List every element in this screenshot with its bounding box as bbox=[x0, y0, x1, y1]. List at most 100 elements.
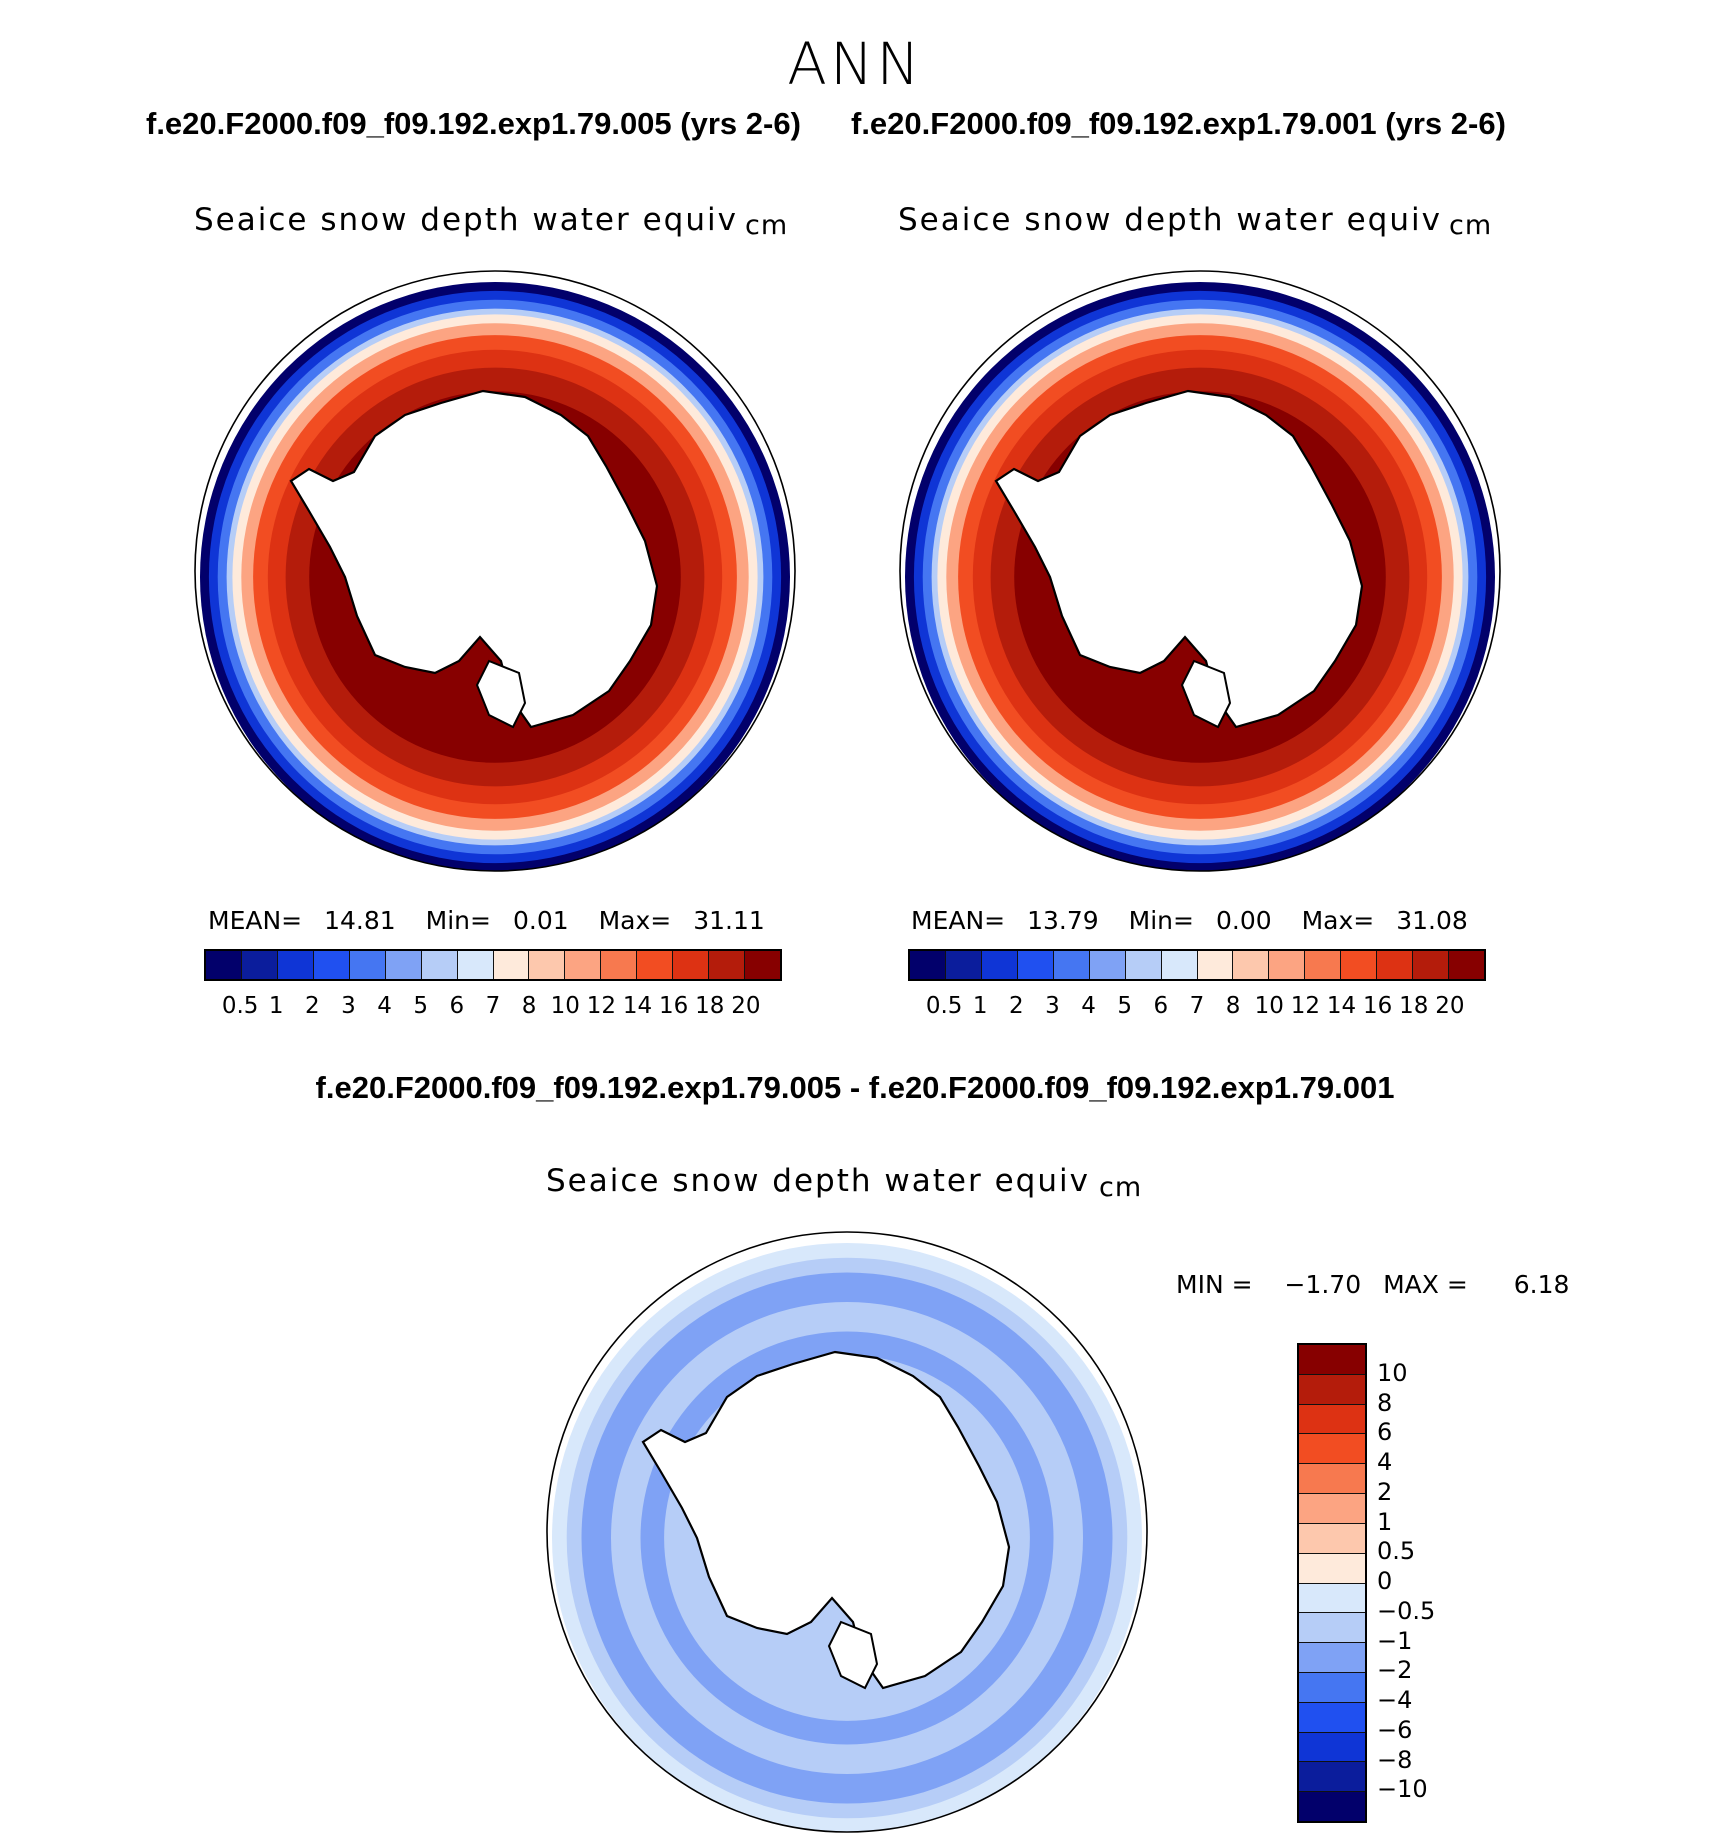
colorbar-swatch bbox=[1299, 1643, 1365, 1673]
map-border bbox=[899, 270, 1501, 872]
colorbar-swatch bbox=[1299, 1732, 1365, 1763]
panel1-max-label: Max= bbox=[598, 906, 672, 935]
colorbar-swatch bbox=[1161, 951, 1198, 979]
colorbar-swatch bbox=[1197, 951, 1234, 979]
panel3-colorbar: 10 8 6 4 2 1 0.5 0 −0.5 −1 −2 −4 −6 −8 −10 bbox=[1297, 1343, 1497, 1823]
colorbar-tick-label: 8 bbox=[521, 993, 537, 1019]
colorbar-swatch bbox=[1269, 951, 1306, 979]
panel2-title: Seaice snow depth water equiv bbox=[898, 202, 1442, 238]
panel3-polar-plot bbox=[546, 1231, 1148, 1833]
colorbar-swatch bbox=[1299, 1434, 1365, 1465]
panel1-max: 31.11 bbox=[693, 906, 765, 935]
colorbar-tick-label: 10 bbox=[1377, 1358, 1408, 1387]
panel2-max-label: Max= bbox=[1301, 906, 1375, 935]
colorbar-swatch bbox=[241, 951, 278, 979]
colorbar-tick-label: 5 bbox=[1117, 993, 1133, 1019]
panel2-max: 31.08 bbox=[1396, 906, 1468, 935]
colorbar-tick-label: 3 bbox=[341, 993, 356, 1019]
panel1-min-label: Min= bbox=[425, 906, 491, 935]
colorbar-tick-label: −6 bbox=[1377, 1715, 1413, 1744]
map-border bbox=[194, 270, 796, 872]
colorbar-swatch bbox=[1299, 1792, 1365, 1821]
colorbar-tick-label: 2 bbox=[1009, 993, 1024, 1019]
colorbar-tick-label: −1 bbox=[1377, 1626, 1413, 1655]
panel1-mean: 14.81 bbox=[324, 906, 396, 935]
colorbar-swatch bbox=[745, 951, 780, 979]
colorbar-swatch bbox=[1299, 1464, 1365, 1495]
colorbar-tick-label: 14 bbox=[622, 993, 653, 1019]
colorbar-swatch bbox=[206, 951, 242, 979]
colorbar-swatch bbox=[945, 951, 982, 979]
panel3-max-label: MAX = bbox=[1383, 1270, 1468, 1299]
panel2-min: 0.00 bbox=[1215, 906, 1272, 935]
panel2-colorbar: 0.5 1 2 3 4 5 6 7 8 10 12 14 16 18 20 bbox=[908, 949, 1486, 1023]
colorbar-tick-label: 2 bbox=[305, 993, 320, 1019]
colorbar-swatch bbox=[1413, 951, 1450, 979]
panel1-polar-plot bbox=[194, 270, 796, 872]
panel2-units: cm bbox=[1449, 210, 1493, 241]
panel3-map bbox=[546, 1231, 1148, 1833]
colorbar-tick-label: 6 bbox=[449, 993, 465, 1019]
map-border bbox=[546, 1231, 1148, 1833]
colorbar-tick-label: 4 bbox=[377, 993, 392, 1019]
diff-header: f.e20.F2000.f09_f09.192.exp1.79.005 - f.… bbox=[315, 1070, 1395, 1105]
colorbar-tick-label: 5 bbox=[413, 993, 429, 1019]
colorbar-swatch bbox=[1449, 951, 1484, 979]
panel2-min-label: Min= bbox=[1128, 906, 1194, 935]
colorbar-swatch bbox=[709, 951, 746, 979]
colorbar-swatch bbox=[529, 951, 566, 979]
panel3-title: Seaice snow depth water equiv bbox=[546, 1163, 1090, 1199]
colorbar-swatch bbox=[1341, 951, 1378, 979]
colorbar-swatch bbox=[981, 951, 1018, 979]
colorbar-tick-label: 6 bbox=[1153, 993, 1169, 1019]
panel1-mean-label: MEAN= bbox=[208, 906, 303, 935]
colorbar-tick-label: 2 bbox=[1377, 1477, 1393, 1506]
colorbar-swatch bbox=[313, 951, 350, 979]
colorbar-swatch bbox=[1299, 1613, 1365, 1644]
colorbar-tick-label: 8 bbox=[1377, 1388, 1393, 1417]
panel3-min: −1.70 bbox=[1284, 1270, 1362, 1299]
panel3-min-label: MIN = bbox=[1176, 1270, 1253, 1299]
colorbar-tick-label: 12 bbox=[586, 993, 617, 1019]
colorbar-tick-label: 0.5 bbox=[221, 993, 259, 1019]
colorbar-swatch bbox=[493, 951, 530, 979]
colorbar-tick-label: −2 bbox=[1377, 1656, 1413, 1685]
colorbar-swatch bbox=[1299, 1583, 1365, 1614]
colorbar-tick-label: 10 bbox=[550, 993, 580, 1019]
colorbar-swatch bbox=[1299, 1553, 1365, 1584]
panel2-mean: 13.79 bbox=[1027, 906, 1099, 935]
colorbar-swatch bbox=[457, 951, 494, 979]
colorbar-tick-label: 7 bbox=[485, 993, 501, 1019]
colorbar-tick-label: 1 bbox=[268, 993, 284, 1019]
ice-shelf bbox=[1180, 659, 1232, 729]
panel3-minmax: MIN = −1.70 MAX = 6.18 bbox=[1176, 1270, 1569, 1299]
panel1-min: 0.01 bbox=[512, 906, 569, 935]
panel1-map bbox=[194, 270, 796, 872]
case1-header: f.e20.F2000.f09_f09.192.exp1.79.005 (yrs… bbox=[146, 106, 801, 141]
colorbar-tick-label: 16 bbox=[1362, 993, 1393, 1019]
colorbar-tick-label: 20 bbox=[1435, 993, 1465, 1019]
colorbar-tick-label: 12 bbox=[1290, 993, 1321, 1019]
colorbar-swatch bbox=[1299, 1345, 1365, 1375]
colorbar-tick-label: −0.5 bbox=[1377, 1596, 1436, 1625]
colorbar-tick-label: 20 bbox=[731, 993, 761, 1019]
colorbar-swatch bbox=[1089, 951, 1126, 979]
colorbar-tick-label: 1 bbox=[972, 993, 988, 1019]
season-title: ANN bbox=[787, 30, 923, 98]
colorbar-swatch bbox=[349, 951, 386, 979]
colorbar-swatch bbox=[1299, 1672, 1365, 1703]
panel1-units: cm bbox=[745, 210, 789, 241]
colorbar-tick-label: 0.5 bbox=[925, 993, 963, 1019]
colorbar-swatch bbox=[637, 951, 674, 979]
colorbar-swatch bbox=[421, 951, 458, 979]
colorbar-swatch bbox=[1299, 1494, 1365, 1524]
panel2-stats: MEAN= 13.79 Min= 0.00 Max= 31.08 bbox=[911, 906, 1490, 935]
antarctica-landmass bbox=[641, 1350, 1011, 1690]
colorbar-tick-label: 4 bbox=[1377, 1448, 1393, 1476]
colorbar-swatch bbox=[601, 951, 638, 979]
panel3-max: 6.18 bbox=[1513, 1270, 1570, 1299]
colorbar-swatch bbox=[1377, 951, 1414, 979]
colorbar-swatch bbox=[385, 951, 422, 979]
colorbar-swatch bbox=[1299, 1374, 1365, 1405]
colorbar-tick-label: 0.5 bbox=[1377, 1537, 1416, 1566]
